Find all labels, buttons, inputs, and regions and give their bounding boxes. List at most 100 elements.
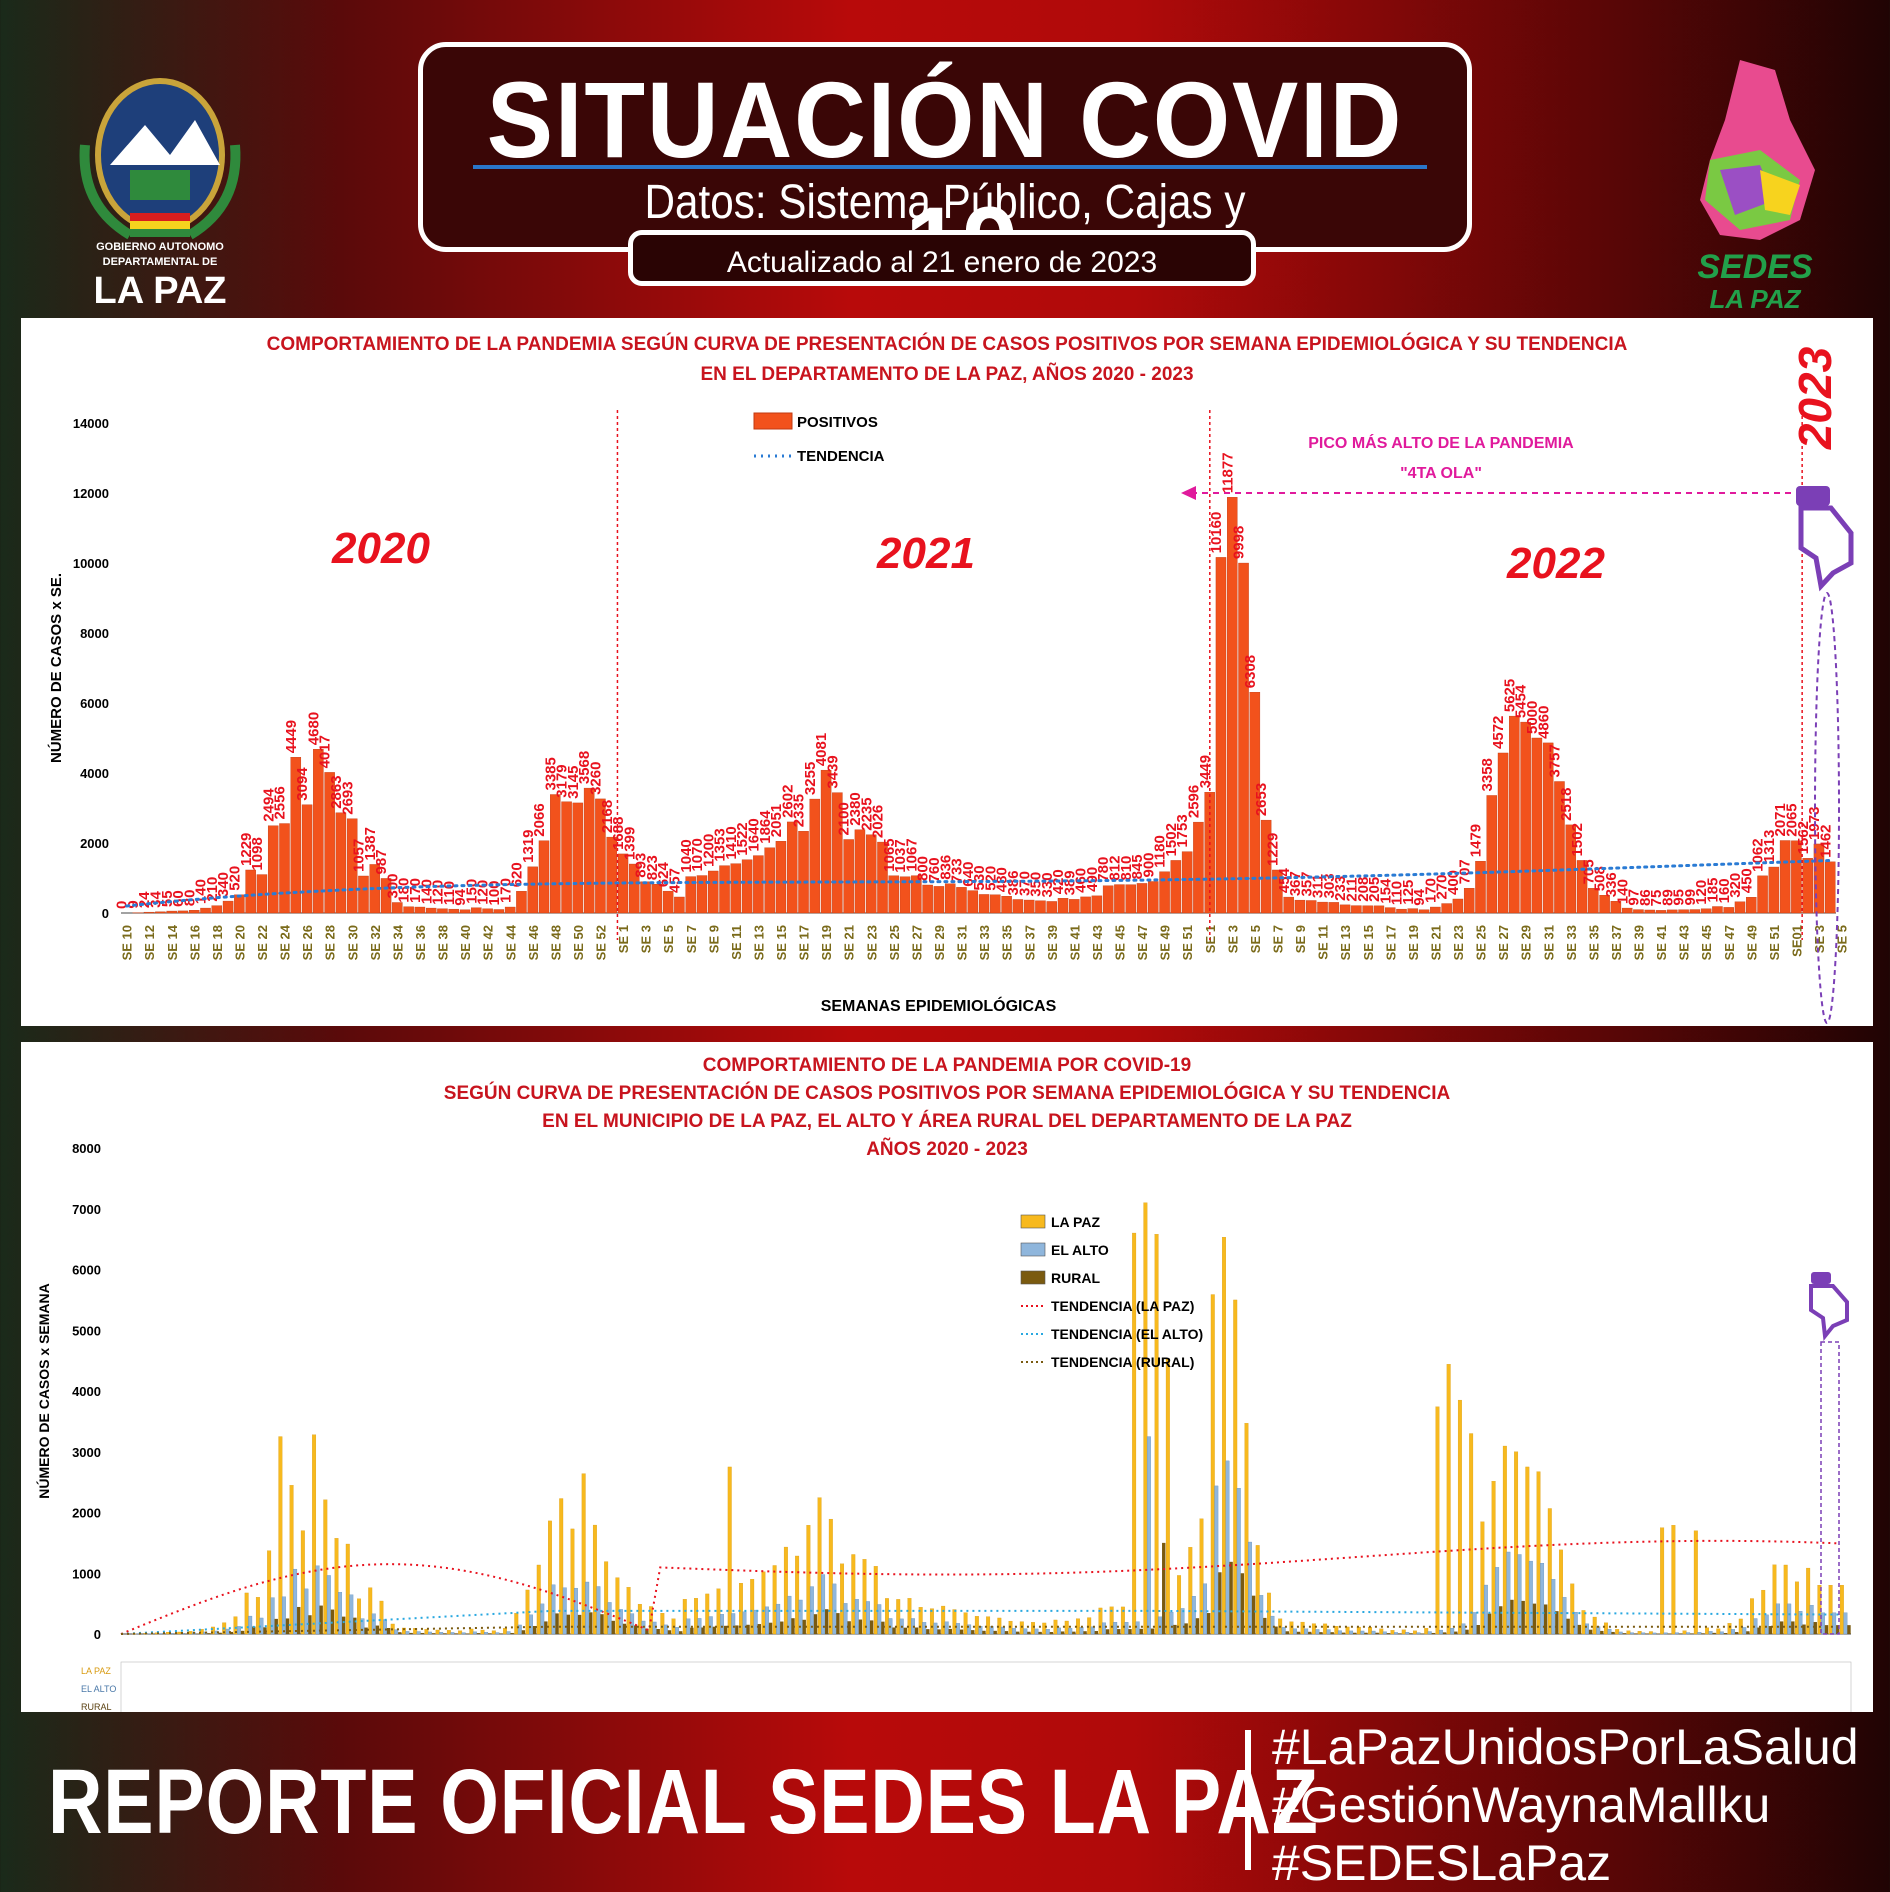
bar-rural [1780, 1621, 1783, 1634]
bar-el-alto [1731, 1629, 1735, 1634]
bar-la-paz [1526, 1467, 1530, 1634]
y-tick-label: 4000 [72, 1384, 101, 1399]
bar [1701, 909, 1711, 913]
legend-swatch [1021, 1215, 1045, 1228]
chart2-svg: 010002000300040005000600070008000NÚMERO … [21, 1042, 1873, 1712]
bar-la-paz [795, 1556, 799, 1634]
bar-la-paz [1132, 1233, 1136, 1634]
hashtags: #LaPazUnidosPorLaSalud #GestiónWaynaMall… [1272, 1718, 1859, 1892]
bar [719, 866, 729, 913]
bar-rural [454, 1633, 457, 1634]
bar-rural [398, 1632, 401, 1634]
bar-la-paz [807, 1525, 811, 1634]
y-tick-label: 10000 [73, 556, 109, 571]
bar-rural [387, 1628, 390, 1634]
bar-el-alto [1765, 1615, 1769, 1634]
table-row-label: RURAL [81, 1702, 112, 1712]
bar-el-alto [1832, 1613, 1836, 1634]
x-tick-label: SE 7 [1270, 925, 1285, 953]
bar [449, 909, 459, 913]
bar-rural [1499, 1606, 1502, 1634]
data-label: 987 [373, 849, 390, 874]
bar-rural [443, 1633, 446, 1634]
bar-el-alto [1720, 1632, 1724, 1634]
bar-el-alto [709, 1617, 713, 1634]
bar-rural [825, 1609, 828, 1634]
bar-el-alto [1271, 1616, 1275, 1634]
hashtag-2[interactable]: #GestiónWaynaMallku [1272, 1776, 1859, 1834]
bar-el-alto [1450, 1628, 1454, 1634]
bar-rural [960, 1630, 963, 1634]
bar-la-paz [1301, 1622, 1305, 1634]
bar-la-paz [1054, 1620, 1058, 1634]
bar-la-paz [1042, 1623, 1046, 1634]
bar [234, 895, 244, 913]
bar-el-alto [799, 1600, 803, 1634]
x-tick-label: SE 38 [436, 925, 451, 960]
bar-la-paz [1750, 1599, 1754, 1634]
bar-el-alto [1361, 1631, 1365, 1634]
x-tick-label: SE 16 [187, 925, 202, 960]
bar [392, 903, 402, 914]
data-label: 1479 [1468, 824, 1485, 857]
x-tick-label: SE 43 [1677, 925, 1692, 960]
x-tick-label: SE 15 [1361, 925, 1376, 960]
bar-la-paz [1211, 1295, 1215, 1634]
legend-label-positivos: POSITIVOS [797, 414, 878, 431]
x-tick-label: SE 50 [571, 925, 586, 960]
bar [1385, 908, 1395, 913]
bar [1464, 888, 1474, 913]
bar-rural [1016, 1632, 1019, 1634]
bar [652, 884, 662, 913]
x-tick-label: SE 28 [323, 925, 338, 960]
bar [415, 907, 425, 913]
bar-el-alto [1585, 1624, 1589, 1634]
bar-el-alto [1136, 1622, 1140, 1634]
x-tick-label: SE 11 [1316, 925, 1331, 960]
bar-la-paz [1323, 1624, 1327, 1634]
bar-rural [836, 1613, 839, 1634]
bar-la-paz [1413, 1631, 1417, 1634]
y-tick-label: 0 [94, 1627, 101, 1642]
bar [1069, 899, 1079, 913]
chart-panel-department: COMPORTAMIENTO DE LA PANDEMIA SEGÚN CURV… [21, 318, 1873, 1026]
bar [144, 912, 154, 913]
bar-rural [904, 1628, 907, 1634]
bar-rural [1241, 1573, 1244, 1634]
bar [1633, 910, 1643, 913]
x-tick-label: SE 45 [1699, 925, 1714, 960]
x-tick-label: SE 37 [1609, 925, 1624, 960]
bar-el-alto [1158, 1617, 1162, 1634]
bar [223, 901, 233, 913]
bar-la-paz [818, 1498, 822, 1634]
bar-el-alto [1248, 1542, 1252, 1634]
bar-rural [1488, 1614, 1491, 1634]
bar-el-alto [473, 1632, 477, 1634]
x-tick-label: SE 35 [1586, 925, 1601, 960]
bar [1351, 906, 1361, 913]
bar [155, 912, 165, 913]
hashtag-1[interactable]: #LaPazUnidosPorLaSalud [1272, 1718, 1859, 1776]
data-label: 4572 [1490, 716, 1507, 749]
bar [923, 885, 933, 913]
x-tick-label: SE 5 [1248, 925, 1263, 953]
bar-el-alto [507, 1632, 511, 1634]
bar-la-paz [1290, 1622, 1294, 1634]
bar [1148, 882, 1158, 914]
bar-el-alto [1068, 1628, 1072, 1634]
bar [1453, 899, 1463, 913]
bar-el-alto [417, 1632, 421, 1634]
bar-rural [1353, 1633, 1356, 1634]
hashtag-3[interactable]: #SEDESLaPaz [1272, 1834, 1859, 1892]
x-tick-label: SE 17 [1383, 925, 1398, 960]
bar [212, 906, 222, 913]
bar [246, 870, 256, 913]
bar-rural [466, 1633, 469, 1634]
bar-la-paz [930, 1609, 934, 1634]
bar-el-alto [866, 1601, 870, 1634]
bar-el-alto [1405, 1632, 1409, 1634]
bar-rural [1106, 1629, 1109, 1634]
x-tick-label: SE 37 [1022, 925, 1037, 960]
legend-label: RURAL [1051, 1270, 1100, 1286]
